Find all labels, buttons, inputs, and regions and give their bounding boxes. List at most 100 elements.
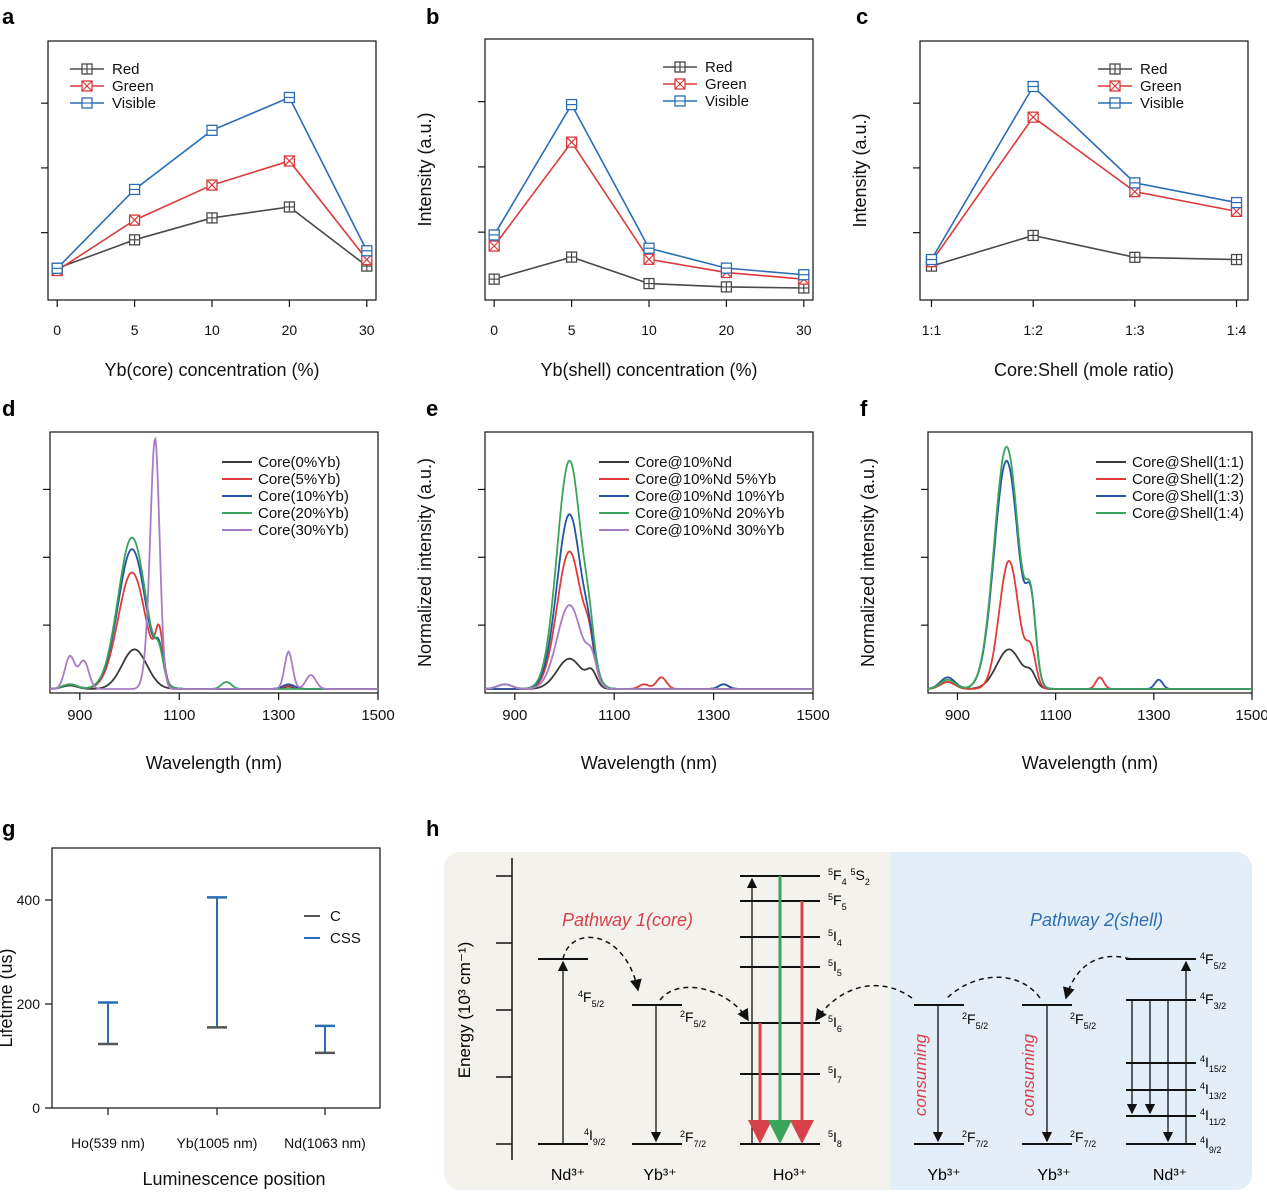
x-tick-label: 1100 [598,707,630,724]
marker-x-2 [1109,80,1121,92]
legend-label: Core@Shell(1:4) [1132,505,1244,522]
panel-letter-g: g [2,816,15,841]
chart-g-lifetime: 0 200 400 Ho(539 nm) Yb(1005 nm) Nd(1063 nm) L… [0,847,381,1189]
consuming-label-2: consuming [1019,1033,1038,1116]
series-line-visible [930,85,1237,260]
x-tick-label: 900 [945,707,970,724]
marker-x-2 [674,78,686,90]
legend-label: Green [112,78,154,95]
x-tick-label: 0 [490,322,498,338]
panel-letter-c: c [856,4,868,29]
x-tick-label: Yb(1005 nm) [177,1135,258,1151]
x-tick-label: 1300 [697,707,730,724]
x-axis-label: Yb(core) concentration (%) [104,360,319,380]
x-tick-label: 900 [67,707,92,724]
consuming-label-1: consuming [911,1033,930,1116]
legend-label: Green [1140,78,1182,95]
legend-label: Core(0%Yb) [258,454,341,471]
legend-label: Core(20%Yb) [258,505,349,522]
x-tick-label: 1:1 [922,322,942,338]
legend-label: Red [112,61,140,78]
legend-label: CSS [330,930,361,947]
legend-label: Core@10%Nd 10%Yb [635,488,784,505]
y-tick-label: 0 [32,1100,40,1116]
spectrum-2 [49,548,378,690]
ion-label-ho: Ho³⁺ [773,1167,807,1184]
x-axis-label: Core:Shell (mole ratio) [994,360,1174,380]
marker-x-2 [488,240,500,252]
ion-label-yb-shell-2: Yb³⁺ [1037,1167,1070,1184]
panel-letter-f: f [860,396,868,421]
spectrum-1 [49,571,378,690]
legend-label: Core@10%Nd [635,454,732,471]
transfer-nd-to-yb-shell [1062,955,1131,1000]
y-axis-label: Normalized intensity (a.u.) [415,458,435,667]
marker-x-2 [566,136,578,148]
legend-label: Core@Shell(1:1) [1132,454,1244,471]
transfer-yb-shell-to-ho [815,984,913,1022]
spectrum-1 [485,550,813,690]
x-tick-label: 30 [359,322,375,338]
chart-f-coreshell-spectra: 900 1100 1300 1500 Wavelength (nm) Normalized… [858,431,1267,773]
transfer-yb-to-yb-shell [944,976,1041,1001]
panel-letter-a: a [2,4,15,29]
legend-label: Visible [1140,95,1184,112]
x-tick-label: 1:4 [1227,322,1247,338]
legend-label: Red [705,59,733,76]
ion-label-yb-shell-1: Yb³⁺ [927,1167,960,1184]
legend-label: Visible [112,95,156,112]
y-axis-label: Lifetime (us) [0,948,16,1047]
x-tick-label: Nd(1063 nm) [284,1135,366,1151]
x-tick-label: 10 [641,322,657,338]
plot-frame [919,40,1249,301]
x-tick-label: 20 [282,322,298,338]
x-tick-label: 1500 [361,707,394,724]
spectrum-3 [49,536,378,690]
x-tick-label: 900 [502,707,527,724]
y-tick-label: 200 [17,996,41,1012]
spectrum-4 [484,604,813,690]
legend-label: Core(10%Yb) [258,488,349,505]
ion-label-yb: Yb³⁺ [643,1167,676,1184]
x-tick-label: 1300 [1137,707,1170,724]
marker-x-2 [643,253,655,265]
marker-x-2 [283,155,295,167]
energy-axis-label: Energy (10³ cm⁻¹) [455,942,474,1079]
y-axis-label: Intensity (a.u.) [415,112,435,226]
panel-letter-b: b [426,4,439,29]
x-tick-label: 5 [131,322,139,338]
x-axis-label: Luminescence position [142,1169,325,1189]
transfer-yb-to-ho [659,986,749,1022]
x-tick-label: 10 [204,322,220,338]
legend-label: Core(5%Yb) [258,471,341,488]
chart-b-yb-shell: 0 5 10 20 30 Yb(shell) concentration (%) Inten… [415,38,814,380]
x-tick-label: 1:2 [1023,322,1043,338]
pathway2-label: Pathway 2(shell) [1030,910,1163,930]
plot-frame [927,431,1253,694]
plot-frame [49,431,379,694]
x-tick-label: 1500 [796,707,829,724]
panel-letter-d: d [2,396,15,421]
spectrum-3 [927,445,1252,690]
panel-letter-h: h [426,816,439,841]
y-axis-label: Normalized intensity (a.u.) [858,458,878,667]
plot-frame [51,847,381,1109]
legend-label: Core@Shell(1:3) [1132,488,1244,505]
energy-diagram: Energy (10³ cm⁻¹) 4I9/2 4F5/2 2F5/2 2F7/… [444,852,1252,1190]
legend-label: Visible [705,93,749,110]
x-tick-label: 0 [53,322,61,338]
series-line-green [930,116,1237,263]
chart-c-core-shell-ratio: 1:1 1:2 1:3 1:4 Core:Shell (mole ratio) Inten… [850,40,1249,380]
legend-label: Core@10%Nd 30%Yb [635,522,784,539]
shell-region-bg [880,852,1252,1190]
legend-label: Core@10%Nd 5%Yb [635,471,776,488]
spectrum-2 [485,513,813,690]
y-axis-label: Intensity (a.u.) [850,113,870,227]
spectrum-4 [50,436,378,690]
x-tick-label: 20 [719,322,735,338]
pathway1-label: Pathway 1(core) [562,910,693,930]
x-tick-label: 1100 [1040,707,1072,724]
transfer-nd-to-yb [562,936,642,992]
